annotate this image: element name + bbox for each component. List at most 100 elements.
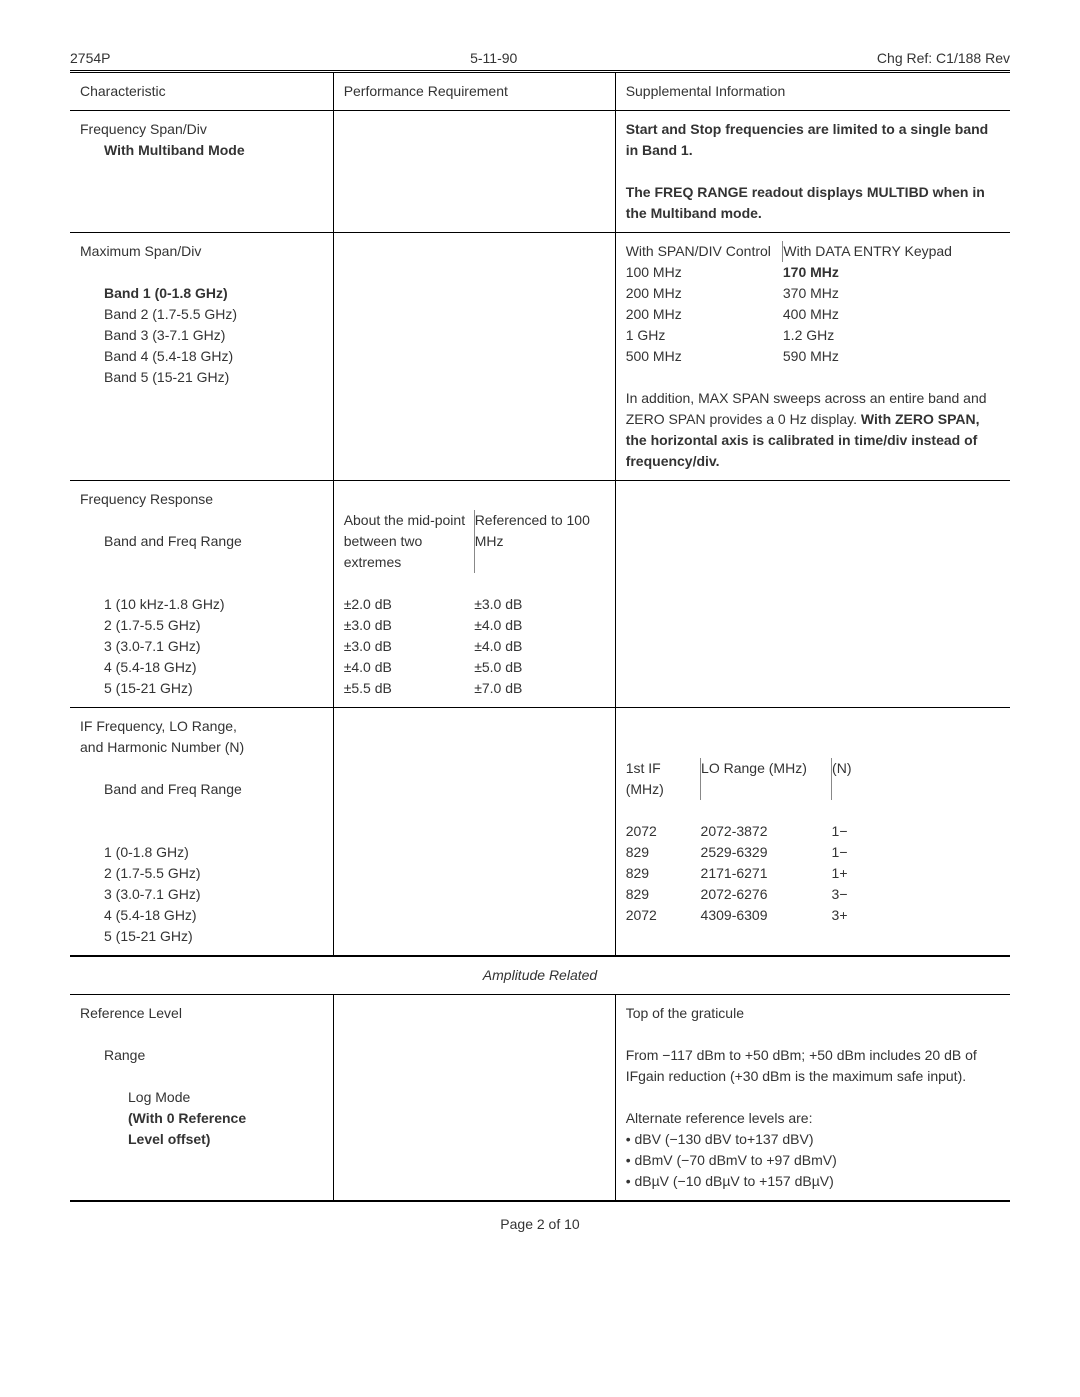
text: ±3.0 dB: [344, 615, 475, 636]
text: With Multiband Mode: [80, 140, 323, 161]
text: Referenced to 100 MHz: [474, 510, 605, 573]
text: • dBµV (−10 dBµV to +157 dBµV): [626, 1173, 834, 1189]
supp-empty: [615, 481, 1010, 708]
supp-freq-span: Start and Stop frequencies are limited t…: [615, 111, 1010, 233]
text: Top of the graticule: [626, 1005, 744, 1021]
text: With DATA ENTRY Keypad: [783, 241, 1000, 262]
text: Frequency Response: [80, 491, 213, 507]
text: Band 1 (0-1.8 GHz): [80, 283, 323, 304]
text: IF Frequency, LO Range,: [80, 718, 237, 734]
text: 2072: [626, 905, 701, 926]
text: 100 MHz: [626, 262, 783, 283]
text: 5 (15-21 GHz): [80, 926, 323, 947]
perf-empty: [333, 233, 615, 481]
char-ref-level: Reference Level Range Log Mode (With 0 R…: [70, 995, 333, 1202]
text: 2072-3872: [701, 821, 832, 842]
spec-table: Characteristic Performance Requirement S…: [70, 73, 1010, 1202]
text: Band and Freq Range: [80, 779, 323, 800]
text: Log Mode: [80, 1087, 323, 1108]
text: 1−: [832, 842, 1000, 863]
text: 2529-6329: [701, 842, 832, 863]
section-amplitude: Amplitude Related: [70, 956, 1010, 995]
supp-ref-level: Top of the graticule From −117 dBm to +5…: [615, 995, 1010, 1202]
text: ±7.0 dB: [474, 678, 605, 699]
text: Band 5 (15-21 GHz): [80, 367, 323, 388]
supp-if-lo: 1st IF (MHz) LO Range (MHz) (N) 20722072…: [615, 708, 1010, 957]
text: 1st IF (MHz): [626, 758, 701, 800]
text: ±3.0 dB: [474, 594, 605, 615]
text: ±4.0 dB: [344, 657, 475, 678]
perf-freq-resp: About the mid-point between two extremes…: [333, 481, 615, 708]
page-number: Page 2 of 10: [70, 1216, 1010, 1232]
text: 590 MHz: [783, 346, 1000, 367]
text: 370 MHz: [783, 283, 1000, 304]
text: and Harmonic Number (N): [80, 739, 244, 755]
text: 200 MHz: [626, 304, 783, 325]
text: 4 (5.4-18 GHz): [80, 657, 323, 678]
text: 2171-6271: [701, 863, 832, 884]
text: LO Range (MHz): [701, 758, 832, 800]
text: 4 (5.4-18 GHz): [80, 905, 323, 926]
text: Alternate reference levels are:: [626, 1110, 813, 1126]
text: 2072: [626, 821, 701, 842]
text: Level offset): [80, 1129, 323, 1150]
perf-empty: [333, 111, 615, 233]
col-hdr-perf: Performance Requirement: [333, 73, 615, 111]
text: (N): [832, 758, 1000, 800]
text: 3+: [832, 905, 1000, 926]
hdr-left: 2754P: [70, 50, 110, 66]
text: 500 MHz: [626, 346, 783, 367]
hdr-right: Chg Ref: C1/188 Rev: [877, 50, 1010, 66]
text: Maximum Span/Div: [80, 243, 201, 259]
freq-resp-subtable: About the mid-point between two extremes…: [344, 510, 605, 699]
supp-max-span: With SPAN/DIV Control With DATA ENTRY Ke…: [615, 233, 1010, 481]
hdr-center: 5-11-90: [470, 50, 517, 66]
text: Band and Freq Range: [80, 531, 323, 552]
text: 200 MHz: [626, 283, 783, 304]
text: 1 (10 kHz-1.8 GHz): [80, 594, 323, 615]
text: 2 (1.7-5.5 GHz): [80, 863, 323, 884]
text: 3−: [832, 884, 1000, 905]
perf-empty: [333, 708, 615, 957]
if-lo-subtable: 1st IF (MHz) LO Range (MHz) (N) 20722072…: [626, 758, 1000, 926]
text: Band 2 (1.7-5.5 GHz): [80, 304, 323, 325]
char-if-lo: IF Frequency, LO Range, and Harmonic Num…: [70, 708, 333, 957]
text: 1.2 GHz: [783, 325, 1000, 346]
text: With SPAN/DIV Control: [626, 241, 783, 262]
text: ±5.0 dB: [474, 657, 605, 678]
text: Band 4 (5.4-18 GHz): [80, 346, 323, 367]
text: Start and Stop frequencies are limited t…: [626, 121, 989, 158]
text: ±5.5 dB: [344, 678, 475, 699]
text: 3 (3.0-7.1 GHz): [80, 884, 323, 905]
text: Band 3 (3-7.1 GHz): [80, 325, 323, 346]
text: 2072-6276: [701, 884, 832, 905]
text: About the mid-point between two extremes: [344, 510, 475, 573]
text: 1 GHz: [626, 325, 783, 346]
text: • dBmV (−70 dBmV to +97 dBmV): [626, 1152, 837, 1168]
text: 3 (3.0-7.1 GHz): [80, 636, 323, 657]
text: Frequency Span/Div: [80, 121, 207, 137]
text: 4309-6309: [701, 905, 832, 926]
char-freq-resp: Frequency Response Band and Freq Range 1…: [70, 481, 333, 708]
text: Range: [80, 1045, 323, 1066]
col-hdr-supp: Supplemental Information: [615, 73, 1010, 111]
text: ±2.0 dB: [344, 594, 475, 615]
text: ±3.0 dB: [344, 636, 475, 657]
text: 5 (15-21 GHz): [80, 678, 323, 699]
text: From −117 dBm to +50 dBm; +50 dBm includ…: [626, 1047, 977, 1084]
col-hdr-char: Characteristic: [70, 73, 333, 111]
text: 829: [626, 842, 701, 863]
text: 1+: [832, 863, 1000, 884]
char-max-span: Maximum Span/Div Band 1 (0-1.8 GHz) Band…: [70, 233, 333, 481]
text: ±4.0 dB: [474, 636, 605, 657]
text: 1 (0-1.8 GHz): [80, 842, 323, 863]
text: ±4.0 dB: [474, 615, 605, 636]
text: 1−: [832, 821, 1000, 842]
char-freq-span: Frequency Span/Div With Multiband Mode: [70, 111, 333, 233]
text: The FREQ RANGE readout displays MULTIBD …: [626, 184, 985, 221]
text: 829: [626, 884, 701, 905]
text: (With 0 Reference: [80, 1108, 323, 1129]
text: 829: [626, 863, 701, 884]
text: • dBV (−130 dBV to+137 dBV): [626, 1131, 814, 1147]
perf-empty: [333, 995, 615, 1202]
